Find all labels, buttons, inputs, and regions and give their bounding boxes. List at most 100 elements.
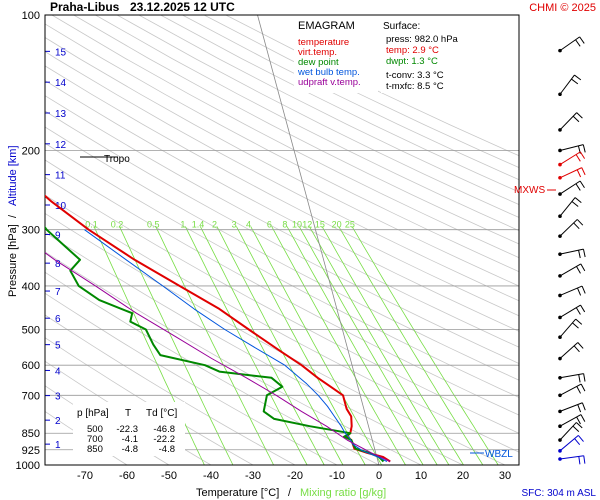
wind-barb-staff	[559, 422, 577, 441]
wind-barb-staff	[559, 414, 582, 427]
wind-barb-flag	[578, 374, 581, 383]
altitude-label-14: 14	[55, 78, 67, 89]
wind-barb-dot	[558, 409, 562, 414]
wind-barb-flag	[572, 425, 580, 432]
level-table: p [hPa] T Td [°C] 500 -22.3 -46.8 700 -4…	[73, 402, 185, 456]
wind-barb-staff	[559, 180, 581, 195]
wind-barb-flag	[576, 112, 583, 119]
dry-adiabat	[45, 126, 519, 381]
altitude-label-7: 7	[55, 287, 61, 298]
wind-barb-flag	[580, 263, 586, 272]
altitude-label-2: 2	[55, 416, 61, 427]
mixing-ratio-label: 2	[212, 220, 217, 230]
wind-barb-flag	[571, 201, 579, 207]
mxws-label: MXWS	[514, 185, 545, 196]
wind-barb-flag	[573, 345, 580, 353]
wind-barb-dot	[558, 252, 562, 256]
wind-barb-staff	[559, 219, 578, 237]
wind-barb-flag	[577, 342, 584, 349]
x-tick--60: -60	[119, 470, 135, 482]
dry-adiabat	[45, 23, 519, 273]
wind-barb-staff	[559, 373, 584, 379]
wind-barb-flag	[576, 386, 581, 394]
wind-barb-flag	[575, 318, 583, 325]
legend-item-virt-temp: virt.temp.	[298, 47, 337, 58]
dry-adiabat	[45, 110, 519, 364]
wind-barb-flag	[580, 414, 586, 422]
wind-barb-dot	[558, 175, 562, 180]
surface-pressure: press: 982.0 hPa	[386, 34, 459, 45]
parcel-line	[45, 252, 391, 462]
mixing-ratio-label: 20	[332, 220, 342, 230]
wind-barb-flag	[582, 144, 586, 153]
x-tick--70: -70	[77, 470, 93, 482]
wind-barb-staff	[559, 151, 581, 166]
dry-adiabat	[45, 51, 519, 302]
wind-barb-flag	[575, 154, 581, 162]
wind-barb-dot	[558, 315, 562, 320]
xlabel-separator: /	[288, 487, 292, 499]
isotherm-zero	[257, 15, 380, 465]
mixing-ratio-line	[286, 226, 424, 465]
legend-item-dew-point: dew point	[298, 57, 339, 68]
tropopause-label: Tropo	[104, 154, 130, 165]
dry-adiabat	[160, 15, 519, 193]
wind-barb-flag	[581, 402, 586, 411]
mixing-ratio-label: 0.1	[85, 220, 98, 230]
wind-barb-dot	[558, 375, 562, 380]
dry-adiabat	[45, 95, 519, 348]
dry-adiabat	[45, 80, 519, 332]
wetbulb-line	[84, 229, 388, 462]
xlabel-mixing-ratio: Mixing ratio [g/kg]	[300, 487, 386, 499]
surface-dwpt: dwpt: 1.3 °C	[386, 56, 438, 67]
wind-barb-flag	[579, 36, 585, 44]
dry-adiabat	[45, 142, 519, 398]
altitude-label-15: 15	[55, 47, 67, 58]
wind-barb-dot	[558, 234, 562, 238]
level-table-box	[73, 402, 185, 456]
mixing-ratio-line	[93, 226, 205, 465]
wind-barb-dot	[558, 274, 562, 278]
wind-barb-staff	[559, 285, 583, 296]
legend-title: EMAGRAM	[298, 20, 355, 32]
wind-barb-dot	[558, 424, 562, 429]
wind-barb-flag	[572, 322, 579, 329]
wind-barb-flag	[578, 435, 584, 442]
surface-info: Surface: press: 982.0 hPa temp: 2.9 °C d…	[381, 16, 467, 93]
wind-barb-dot	[558, 356, 562, 361]
altitude-label-1: 1	[55, 440, 61, 451]
dry-adiabat	[116, 15, 519, 218]
wind-barb-flag	[575, 39, 581, 47]
ylabel-pressure: Pressure [hPa]	[7, 224, 19, 297]
altitude-label-4: 4	[55, 366, 61, 377]
wind-barb-staff	[559, 435, 579, 452]
wind-barb-staff	[559, 36, 580, 52]
mixing-ratio-label: 15	[315, 220, 325, 230]
altitude-label-8: 8	[55, 259, 61, 270]
wind-barb-dot	[558, 48, 562, 53]
dry-adiabat	[95, 15, 519, 232]
wind-barb-staff	[559, 144, 584, 151]
mixing-ratio-line	[309, 226, 450, 465]
wind-barb-flag	[581, 167, 586, 176]
table-header-t: T	[125, 408, 131, 419]
wind-barb-dot	[558, 192, 562, 196]
table-row-700-t: -4.1	[122, 434, 138, 445]
surface-elevation: SFC: 304 m ASL	[522, 488, 597, 499]
wind-barb-flag	[574, 197, 582, 203]
mixing-ratio-line	[216, 226, 344, 465]
mixing-ratio-label: 0.2	[111, 220, 124, 230]
wind-barb-flag	[576, 422, 583, 429]
mixing-ratio-label: 25	[345, 220, 355, 230]
y-tick-500: 500	[22, 325, 40, 337]
wind-barb-staff	[559, 167, 582, 179]
x-tick-10: 10	[415, 470, 427, 482]
y-tick-400: 400	[22, 281, 40, 293]
mixing-ratio-label: 1.4	[192, 220, 205, 230]
mixing-ratio-line	[271, 226, 406, 465]
table-row-500-p: 500	[87, 424, 103, 435]
wind-barb-flag	[576, 219, 584, 226]
mixing-ratio-line	[351, 226, 499, 465]
x-tick-0: 0	[376, 470, 382, 482]
legend-item-updraft: udpraft v.temp.	[298, 77, 361, 88]
